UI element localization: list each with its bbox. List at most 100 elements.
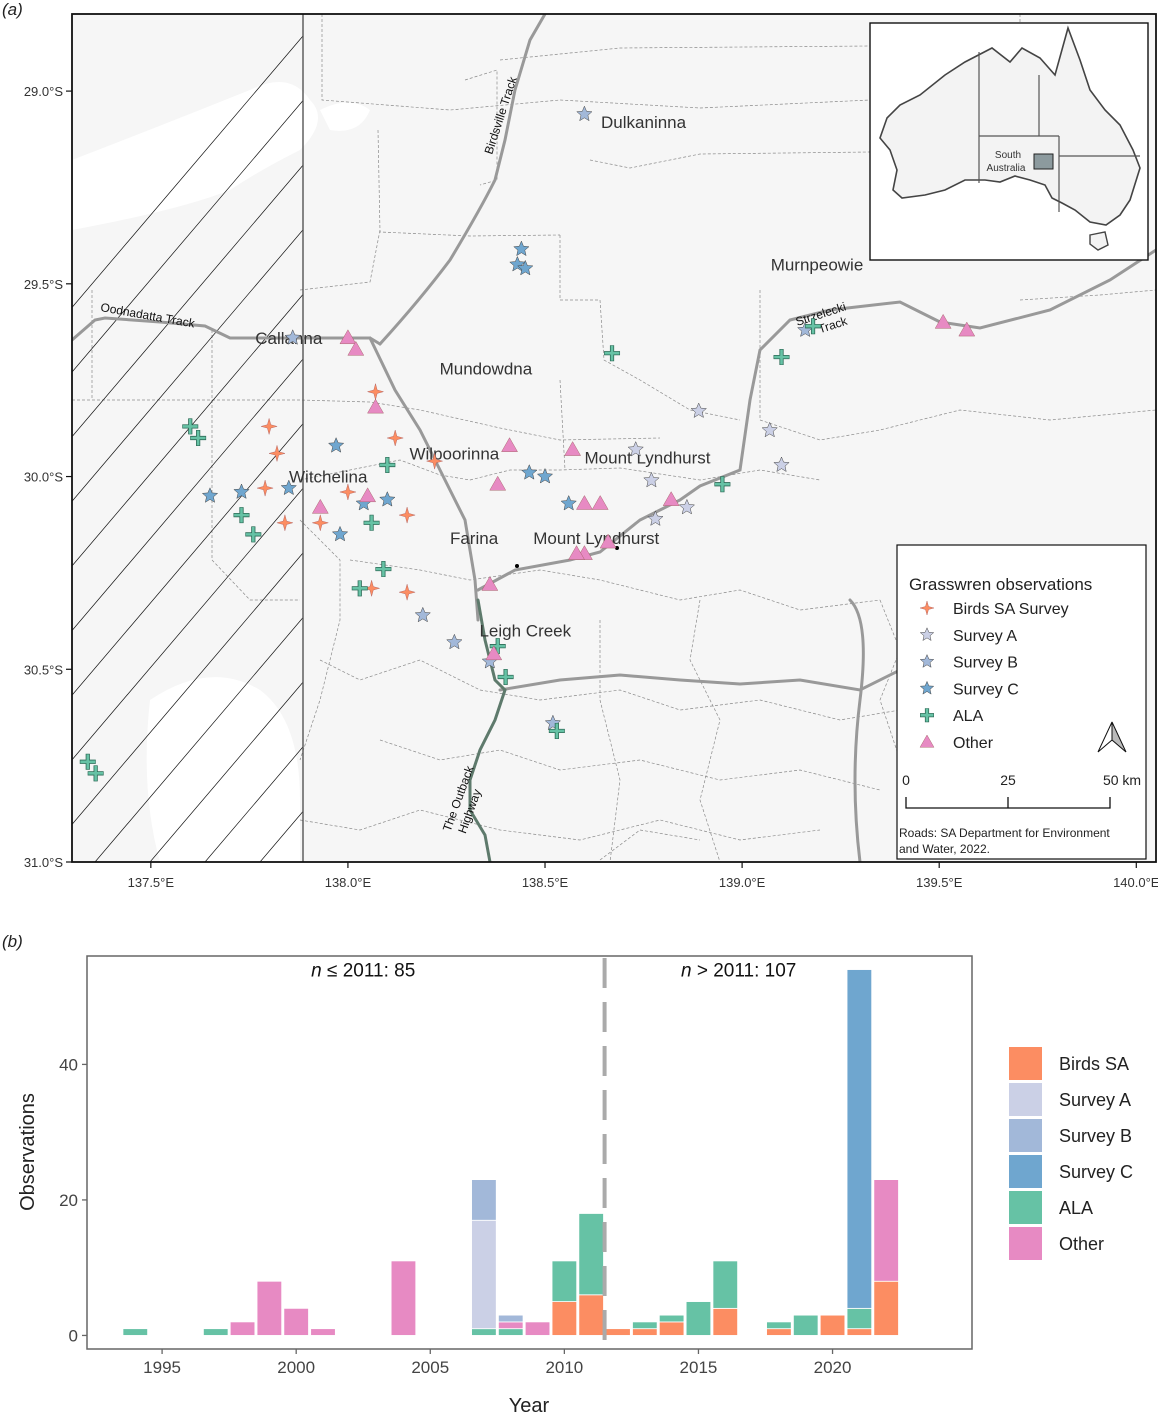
- observation-point-other: [599, 533, 617, 549]
- observation-point-survey-c: [520, 464, 538, 480]
- bar-other-2022: [873, 1179, 899, 1282]
- x-tick-label: 1995: [143, 1358, 181, 1377]
- bar-survey-b-2008: [497, 1314, 524, 1323]
- map-legend-label: Birds SA Survey: [953, 601, 1069, 618]
- x-axis-title: Year: [509, 1395, 550, 1417]
- observation-point-ala: [245, 526, 262, 543]
- observation-point-survey-a: [773, 456, 790, 473]
- observation-point-survey-c: [331, 525, 349, 542]
- bar-chart-panel: n ≤ 2011: 85 n > 2011: 107 1995 2000 2005 20…: [17, 955, 1133, 1417]
- place-label: Mundowdna: [440, 360, 533, 379]
- place-label: Witchelina: [289, 468, 368, 487]
- inset-map: South Australia: [869, 22, 1149, 261]
- x-tick-label: 138.5°E: [522, 875, 569, 890]
- observation-point-survey-c: [327, 437, 345, 453]
- legend-swatch-survey-c: [1009, 1155, 1042, 1188]
- road-main-south: [368, 336, 480, 622]
- inset-label-australia: Australia: [987, 163, 1026, 174]
- bar-birds-sa-2014: [658, 1321, 685, 1336]
- observation-point-other: [367, 398, 384, 414]
- place-label: Mount Lyndhurst: [533, 529, 659, 548]
- bar-other-1999: [256, 1280, 283, 1336]
- bar-birds-sa-2022: [873, 1280, 899, 1336]
- observation-point-survey-c: [201, 487, 219, 503]
- x-tick-label: 138.0°E: [325, 875, 372, 890]
- scale-label-25: 25: [1000, 772, 1016, 788]
- road-birdsville-track: [378, 14, 547, 346]
- observation-point-survey-c: [280, 479, 298, 496]
- observation-point-survey-a: [627, 440, 644, 457]
- x-tick-label: 2015: [680, 1358, 718, 1377]
- bar-ala-2008: [497, 1328, 524, 1336]
- scale-bar: 0 25 50 km: [902, 772, 1141, 809]
- y-tick-label: 30.0°S: [24, 470, 64, 485]
- place-label: Murnpeowie: [771, 256, 864, 275]
- legend-label: ALA: [1059, 1198, 1093, 1218]
- lake-eyre-area: [72, 82, 318, 230]
- observation-point-ala: [489, 638, 506, 655]
- bar-ala-1994: [122, 1328, 149, 1336]
- roads-credit: Roads: SA Department for Environment and …: [899, 826, 1110, 856]
- legend-label: Birds SA: [1059, 1054, 1129, 1074]
- bar-ala-2010: [551, 1260, 578, 1302]
- chart-legend: Birds SA Survey A Survey B Survey C ALA Other: [1009, 1047, 1133, 1260]
- bar-ala-2013: [632, 1321, 658, 1330]
- x-tick-label: 139.0°E: [719, 875, 766, 890]
- observation-point-survey-b: [414, 606, 432, 623]
- bar-other-1998: [229, 1321, 256, 1336]
- observation-point-survey-a: [643, 471, 660, 488]
- observation-point-other: [347, 340, 365, 356]
- lake-torrens-area: [146, 677, 300, 862]
- observation-point-other: [501, 437, 518, 452]
- observation-point-birds-sa-survey: [268, 444, 286, 463]
- x-tick-label: 2010: [545, 1358, 583, 1377]
- x-tick-label: 140.0°E: [1113, 875, 1158, 890]
- y-tick-label: 29.5°S: [24, 277, 64, 292]
- observation-point-birds-sa-survey: [362, 579, 381, 598]
- x-tick-label: 2020: [814, 1358, 852, 1377]
- bars: [122, 969, 899, 1336]
- star-icon: [919, 653, 935, 668]
- observation-point-other: [568, 545, 585, 560]
- bar-birds-sa-2020: [819, 1314, 846, 1336]
- bar-other-2008: [497, 1321, 524, 1330]
- legend-label: Survey A: [1059, 1090, 1131, 1110]
- observation-point-survey-b: [446, 633, 463, 650]
- bar-other-2001: [310, 1328, 336, 1336]
- bar-ala-2018: [766, 1321, 792, 1330]
- map-legend-label: ALA: [953, 708, 984, 725]
- observation-point-ala: [87, 765, 104, 782]
- bar-ala-1997: [202, 1328, 229, 1336]
- town-dot: [615, 546, 619, 550]
- observation-point-survey-c: [560, 494, 577, 511]
- bar-survey-b-2007: [471, 1179, 497, 1221]
- legend-swatch-survey-a: [1009, 1083, 1042, 1116]
- observation-point-ala: [363, 514, 380, 531]
- observation-point-ala: [190, 430, 207, 446]
- map-panel: Oodnadatta Track Birdsville Track Strzel…: [24, 13, 1158, 890]
- star-icon: [919, 680, 935, 695]
- observation-point-birds-sa-survey: [339, 483, 357, 501]
- town-dot: [515, 564, 519, 568]
- bar-birds-sa-2021: [846, 1328, 873, 1336]
- place-label: Leigh Creek: [479, 622, 571, 641]
- observation-point-other: [662, 491, 680, 506]
- bar-birds-sa-2011: [578, 1294, 604, 1336]
- scale-label-50: 50 km: [1103, 772, 1141, 788]
- bar-other-2000: [283, 1307, 309, 1336]
- legend-swatch-survey-b: [1009, 1119, 1042, 1152]
- place-label: Farina: [450, 529, 499, 548]
- y-axis-title: Observations: [17, 1093, 39, 1211]
- australia-outline: [879, 25, 1141, 226]
- sample-size-annotation: n ≤ 2011: 85: [311, 960, 415, 981]
- observation-point-birds-sa-survey: [276, 514, 294, 532]
- observation-point-survey-a: [690, 402, 708, 419]
- observation-point-other: [489, 475, 507, 491]
- observation-point-survey-a: [678, 498, 696, 515]
- observation-point-survey-c: [536, 467, 554, 484]
- observation-point-other: [311, 498, 329, 514]
- observation-point-ala: [805, 318, 822, 335]
- map-legend-label: Survey C: [953, 681, 1019, 698]
- observation-point-ala: [182, 418, 199, 435]
- map-content: Oodnadatta Track Birdsville Track Strzel…: [72, 14, 1156, 862]
